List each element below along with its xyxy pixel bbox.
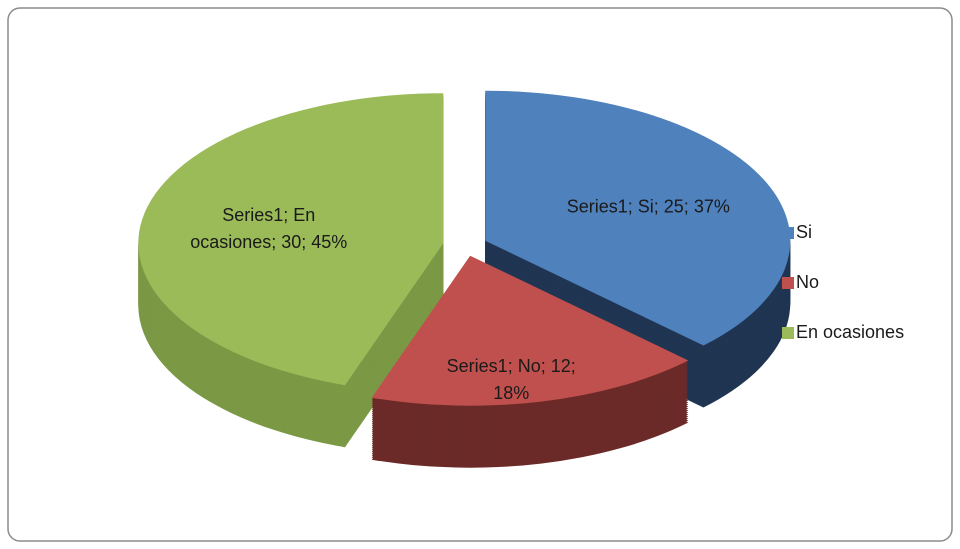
slice bbox=[485, 90, 791, 346]
legend-swatch bbox=[782, 226, 794, 239]
slice bbox=[138, 93, 444, 386]
legend-entry: En ocasiones bbox=[782, 322, 904, 343]
legend-label: No bbox=[796, 272, 820, 292]
legend-label: En ocasiones bbox=[796, 322, 905, 342]
data-label: Series1; En ocasiones; 30; 45% bbox=[190, 204, 348, 252]
legend-swatch bbox=[782, 276, 794, 289]
data-label: Series1; No; 12; 18% bbox=[446, 356, 576, 404]
legend-label: Si bbox=[796, 222, 813, 242]
slice bbox=[371, 255, 689, 406]
data-label: Series1; Si; 25; 37% bbox=[566, 196, 730, 217]
legend-entry: No bbox=[782, 272, 819, 293]
legend-swatch bbox=[782, 326, 794, 339]
legend-entry: Si bbox=[782, 222, 812, 243]
